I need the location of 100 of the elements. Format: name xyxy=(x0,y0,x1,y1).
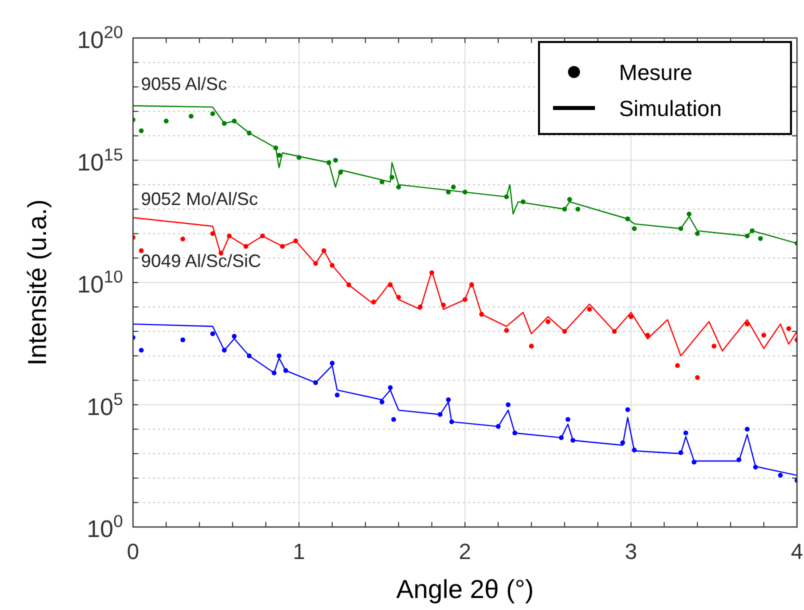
point xyxy=(446,397,451,402)
point xyxy=(280,244,285,249)
point xyxy=(222,348,227,353)
point xyxy=(632,226,637,232)
point xyxy=(272,370,276,376)
point xyxy=(138,248,144,254)
y-tick-label: 10$^{10}$ xyxy=(77,266,123,298)
point xyxy=(504,328,509,333)
point xyxy=(758,236,763,241)
point xyxy=(390,174,394,180)
y-tick-label: 10$^{20}$ xyxy=(77,22,123,54)
point xyxy=(625,216,630,222)
point xyxy=(388,282,393,288)
point xyxy=(512,430,518,436)
point xyxy=(226,234,232,238)
point xyxy=(736,457,742,462)
point xyxy=(625,407,630,412)
point xyxy=(686,212,692,216)
point xyxy=(164,118,169,124)
point xyxy=(587,306,592,312)
point xyxy=(330,263,335,268)
point xyxy=(612,329,617,334)
point xyxy=(449,419,454,424)
annotation: Mesure xyxy=(619,60,692,85)
x-tick-label: 4 xyxy=(790,539,804,564)
point xyxy=(678,450,684,456)
y-axis-title: Intensité (u.a.) xyxy=(22,199,52,366)
annotation: 9049 Al/Sc/SiC xyxy=(141,251,262,271)
point xyxy=(469,282,474,288)
annotation: 9052 Mo/Al/Sc xyxy=(141,189,258,209)
point xyxy=(380,180,384,184)
point xyxy=(683,430,688,436)
point xyxy=(232,334,237,339)
annotation: Simulation xyxy=(619,96,722,121)
point xyxy=(210,331,216,336)
point xyxy=(276,353,282,358)
point xyxy=(243,244,248,249)
line-series xyxy=(133,323,797,476)
x-tick-label: 1 xyxy=(292,539,306,564)
point xyxy=(396,294,401,300)
point xyxy=(438,412,442,417)
point xyxy=(273,146,278,150)
point xyxy=(450,184,456,190)
point xyxy=(322,248,326,254)
point xyxy=(744,426,750,432)
point xyxy=(388,385,393,390)
point xyxy=(761,332,766,338)
point xyxy=(744,234,750,238)
point xyxy=(333,158,338,163)
point xyxy=(678,226,684,232)
point xyxy=(675,363,680,368)
point xyxy=(506,402,511,408)
point xyxy=(558,435,564,440)
point xyxy=(293,238,298,244)
point xyxy=(786,326,792,332)
point xyxy=(632,448,637,452)
point xyxy=(479,312,484,317)
point xyxy=(712,344,716,349)
point xyxy=(326,160,332,166)
point xyxy=(695,375,700,380)
key-box: Mesure Simulation xyxy=(538,41,792,135)
point xyxy=(462,297,468,302)
point xyxy=(334,392,340,398)
x-tick-label: 3 xyxy=(624,539,638,564)
point xyxy=(276,152,282,158)
point xyxy=(562,206,567,212)
point xyxy=(246,353,252,358)
point xyxy=(692,460,696,465)
point xyxy=(446,190,451,194)
y-tick-label: 10$^{5}$ xyxy=(86,388,123,421)
point xyxy=(260,234,265,238)
point xyxy=(753,464,758,470)
point xyxy=(222,121,227,126)
point xyxy=(313,380,318,386)
point xyxy=(391,417,396,422)
point xyxy=(575,206,580,212)
point xyxy=(744,322,750,326)
point xyxy=(567,197,572,202)
line-series xyxy=(133,217,797,356)
point xyxy=(188,114,194,119)
y-tick-label: 10$^{15}$ xyxy=(77,144,123,176)
point xyxy=(210,111,216,116)
point xyxy=(418,304,423,310)
point xyxy=(138,348,144,353)
point xyxy=(371,300,376,304)
x-tick-label: 0 xyxy=(126,539,140,564)
point xyxy=(180,337,186,342)
point xyxy=(380,400,384,404)
point xyxy=(346,282,352,288)
point xyxy=(462,190,468,194)
point xyxy=(246,130,252,136)
point xyxy=(296,155,302,160)
point xyxy=(313,261,318,266)
point xyxy=(529,344,534,349)
point xyxy=(283,368,288,373)
point xyxy=(232,118,237,124)
point xyxy=(570,438,576,443)
point xyxy=(396,184,401,190)
point xyxy=(330,360,335,366)
point xyxy=(778,472,783,478)
